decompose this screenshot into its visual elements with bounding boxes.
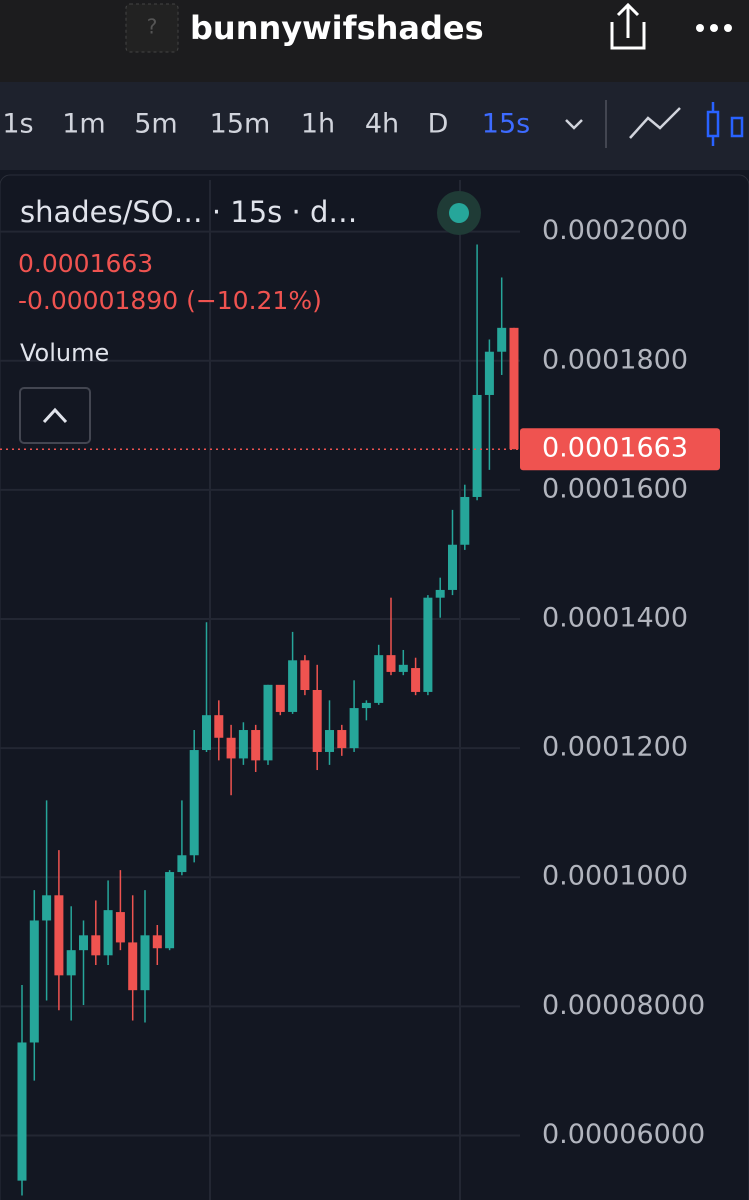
avatar-placeholder	[125, 3, 179, 53]
interval-button[interactable]: 15m	[210, 109, 271, 140]
last-price-label: 0.0001663	[542, 433, 688, 464]
candle-body	[423, 597, 433, 692]
interval-button[interactable]: 15s	[482, 109, 530, 140]
candle-body	[226, 737, 236, 759]
avatar-icon: ?	[147, 15, 158, 39]
candle-body	[17, 1042, 27, 1181]
toolbar-bg	[0, 82, 749, 170]
legend-symbol: shades/SO… · 15s · d…	[20, 195, 357, 229]
interval-button[interactable]: 5m	[134, 109, 177, 140]
candle-body	[66, 950, 76, 976]
candle-body	[435, 589, 445, 598]
candle-body	[411, 668, 421, 692]
candle-body	[54, 895, 64, 976]
header-title: bunnywifshades	[190, 9, 484, 47]
candle-body	[177, 855, 187, 873]
candle-body	[79, 935, 88, 951]
candle-body	[288, 660, 298, 712]
collapse-icon	[42, 407, 68, 424]
candle-body	[374, 655, 384, 703]
candle-body	[115, 912, 125, 943]
candle-body	[509, 327, 519, 450]
interval-button[interactable]: 1s	[2, 109, 33, 140]
y-tick-label: 0.0002000	[542, 215, 688, 246]
candle-body	[42, 895, 52, 921]
candle-body	[349, 708, 359, 749]
candle-body	[91, 935, 101, 956]
candle-body	[103, 910, 113, 956]
candle-body	[29, 920, 39, 1043]
interval-button[interactable]: 1m	[62, 109, 105, 140]
y-tick-label: 0.0001600	[542, 473, 688, 504]
y-tick-label: 0.0001200	[542, 732, 688, 763]
candle-body	[202, 715, 211, 751]
collapse-button[interactable]	[19, 387, 91, 444]
candle-body	[165, 872, 175, 949]
candle-body	[140, 935, 150, 991]
candle-body	[337, 730, 347, 749]
y-tick-label: 0.0001800	[542, 344, 688, 375]
interval-button[interactable]: D	[428, 109, 449, 140]
candle-body	[152, 935, 162, 949]
y-tick-label: 0.0001000	[542, 861, 688, 892]
candle-body	[472, 394, 482, 497]
interval-dropdown[interactable]	[565, 119, 583, 130]
y-tick-label: 0.00006000	[542, 1119, 705, 1150]
candle-body	[398, 664, 408, 672]
legend-volume: Volume	[20, 339, 109, 367]
candle-body	[497, 327, 507, 352]
share-button[interactable]	[610, 2, 646, 50]
candle-body	[238, 730, 248, 759]
candle-body	[189, 750, 199, 856]
interval-button[interactable]: 4h	[365, 109, 399, 140]
header-bg	[0, 0, 749, 82]
interval-button[interactable]: 1h	[301, 109, 335, 140]
candle-body	[325, 730, 334, 752]
last-price-box	[520, 428, 720, 471]
candle-body	[275, 684, 285, 712]
candle-body	[386, 655, 396, 672]
candle-body	[214, 715, 224, 738]
candle-body	[312, 690, 322, 752]
line-chart-icon[interactable]	[629, 107, 681, 139]
candle-body	[484, 351, 494, 395]
legend-change: -0.00001890 (−10.21%)	[18, 286, 322, 315]
more-button[interactable]	[696, 24, 732, 32]
candle-body	[448, 544, 457, 590]
candle-body	[460, 496, 470, 545]
plot-area	[0, 180, 520, 1200]
candle-body	[128, 942, 138, 991]
y-tick-label: 0.00008000	[542, 990, 705, 1021]
legend-price: 0.0001663	[18, 249, 153, 278]
candle-body	[251, 730, 261, 761]
candle-chart-icon[interactable]	[706, 102, 744, 146]
status-dot	[449, 203, 469, 223]
candle-body	[263, 684, 273, 761]
candle-body	[361, 702, 371, 709]
candle-body	[300, 660, 310, 690]
y-tick-label: 0.0001400	[542, 602, 688, 633]
